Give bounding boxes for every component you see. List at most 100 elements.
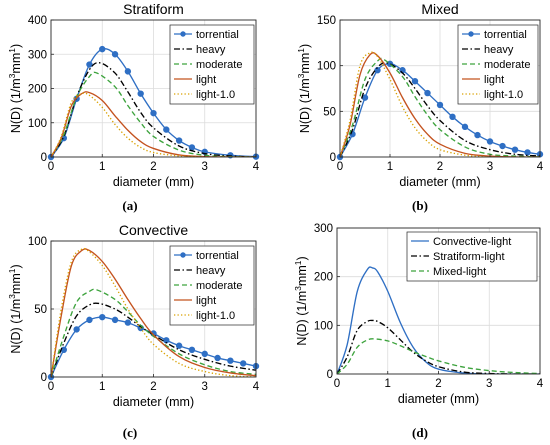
series-point-torrential (111, 51, 119, 58)
chart-title: Stratiform (123, 1, 184, 17)
x-tick-label: 3 (487, 161, 493, 173)
legend: torrential heavy moderate light light-1.0 (169, 245, 255, 326)
x-tick-label: 1 (385, 378, 391, 390)
chart-title: Convective (119, 222, 188, 238)
series-point-torrential (411, 77, 419, 85)
series-line-light-1-0 (340, 51, 540, 157)
series-line-light (51, 248, 256, 377)
series-point-torrential (499, 142, 506, 150)
chart-panel-4: 0 1 2 3 4 0 100 200 300 diameter (mm) N(D) (1/m3mm… (293, 223, 544, 406)
x-axis-label: diameter (mm) (399, 175, 480, 189)
legend: Convective-light Stratiform-light Mixed-li… (406, 231, 538, 282)
x-tick-label: 3 (486, 378, 492, 390)
panel-label-a: (a) (122, 198, 137, 213)
legend-entry: light (196, 295, 216, 307)
y-tick-label: 50 (34, 304, 47, 316)
legend-entry: torrential (196, 250, 239, 262)
series-point-torrential (474, 131, 481, 139)
y-tick-label: 100 (317, 61, 336, 73)
series-point-torrential (175, 342, 183, 349)
series-line-mixed-light (337, 338, 540, 374)
series-line-light (340, 52, 540, 157)
series-point-torrential (73, 326, 80, 333)
legend-entry: moderate (196, 280, 242, 292)
x-tick-label: 4 (537, 378, 544, 390)
legend-entry: light-1.0 (196, 310, 235, 322)
x-tick-label: 3 (202, 381, 208, 393)
legend-entry: heavy (196, 44, 226, 56)
y-tick-label: 0 (41, 152, 47, 164)
legend-marker (180, 252, 186, 258)
legend-entry: Convective-light (433, 236, 511, 248)
x-tick-label: 1 (387, 161, 393, 173)
series-point-torrential (175, 137, 183, 144)
x-tick-label: 2 (150, 381, 156, 393)
y-tick-label: 400 (28, 15, 47, 27)
x-tick-label: 2 (437, 161, 443, 173)
chart-title: Mixed (421, 1, 458, 17)
legend-entry: heavy (196, 265, 226, 277)
legend-entry: torrential (196, 29, 239, 41)
legend-entry: light-1.0 (196, 89, 235, 101)
legend: torrential heavy moderate light light-1.0 (457, 24, 539, 105)
y-tick-label: 0 (327, 369, 333, 381)
series-point-torrential (111, 316, 119, 324)
x-axis-label: diameter (mm) (113, 175, 194, 189)
series-line-heavy (51, 302, 256, 377)
series-point-torrential (163, 126, 170, 133)
x-tick-label: 4 (537, 161, 544, 173)
y-tick-label: 200 (314, 272, 333, 284)
series-point-torrential (214, 354, 221, 362)
legend-entry: torrential (484, 29, 527, 41)
series-point-torrential (124, 319, 132, 326)
series-point-torrential (137, 90, 144, 97)
legend-entry: moderate (196, 59, 242, 71)
y-tick-label: 100 (28, 236, 47, 248)
legend-entry: Stratiform-light (433, 251, 505, 263)
x-tick-label: 2 (435, 378, 441, 390)
y-tick-label: 50 (323, 106, 336, 118)
series-point-torrential (449, 113, 456, 121)
series-point-torrential (150, 109, 157, 117)
x-axis-label: diameter (mm) (398, 392, 479, 406)
legend-entry: moderate (484, 59, 530, 71)
panel-label-b: (b) (412, 198, 428, 213)
x-tick-label: 3 (202, 161, 208, 173)
legend-marker (468, 31, 474, 37)
y-axis-label: N(D) (1/m3mm1) (296, 44, 312, 133)
chart-panel-3: 0 1 2 3 4 0 50 100 diameter (mm) N(D) (1/m3mm1) Co… (7, 222, 260, 409)
legend-marker (180, 31, 186, 37)
series-point-torrential (99, 313, 106, 321)
legend-entry: light-1.0 (484, 89, 523, 101)
legend-entry: light (196, 74, 216, 86)
x-tick-label: 0 (48, 161, 54, 173)
y-tick-label: 100 (28, 118, 47, 130)
panel-label-c: (c) (123, 425, 137, 440)
y-tick-label: 0 (330, 152, 336, 164)
series-line-stratiform-light (337, 319, 540, 374)
y-tick-label: 300 (28, 49, 47, 61)
series-line-light-1-0 (51, 247, 256, 377)
x-tick-label: 0 (48, 381, 54, 393)
y-tick-label: 300 (314, 223, 333, 235)
panel-label-d: (d) (412, 425, 428, 440)
legend: torrential heavy moderate light light-1.0 (169, 24, 255, 105)
y-axis-label: N(D) (1/m3mm1) (7, 264, 23, 353)
series-point-torrential (511, 146, 519, 153)
series-point-torrential (461, 123, 469, 131)
y-tick-label: 150 (317, 15, 336, 27)
x-tick-label: 2 (150, 161, 156, 173)
series-point-torrential (486, 138, 494, 145)
x-tick-label: 4 (253, 161, 260, 173)
series-point-torrential (239, 360, 247, 367)
x-axis-label: diameter (mm) (113, 395, 194, 409)
series-point-torrential (188, 346, 196, 353)
series-point-torrential (99, 45, 106, 53)
series-point-torrential (188, 144, 196, 151)
series-line-heavy (340, 61, 540, 157)
series-point-torrential (201, 350, 208, 358)
y-tick-label: 100 (314, 320, 333, 332)
series-point-torrential (86, 316, 93, 324)
chart-panel-2: 0 1 2 3 4 0 50 100 150 diameter (mm) N(D) (1/m3mm1… (296, 1, 544, 189)
